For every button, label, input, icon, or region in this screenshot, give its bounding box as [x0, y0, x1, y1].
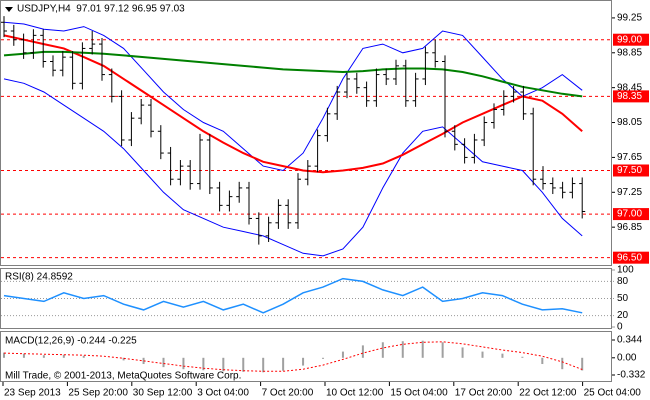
macd-title: MACD(12,26,9) -0.244 -0.225 — [5, 336, 137, 347]
macd-bar — [162, 357, 165, 368]
macd-tick-label: 0.00 — [617, 352, 637, 363]
macd-bar — [341, 351, 344, 358]
macd-bar — [22, 353, 25, 358]
rsi-line — [3, 277, 583, 314]
y-tick-label: 97.65 — [617, 152, 642, 163]
level-label-box — [613, 208, 649, 221]
level-label: 96.50 — [617, 252, 642, 263]
macd-signal — [3, 341, 583, 372]
x-tick-label: 25 Oct 04:00 — [584, 388, 642, 399]
macd-bar — [82, 355, 85, 358]
rsi-tick-label: 80 — [617, 276, 629, 287]
macd-bar — [222, 357, 225, 372]
x-tick-label: 17 Oct 20:00 — [455, 388, 513, 399]
overlay-line — [3, 78, 583, 257]
macd-bar — [182, 357, 185, 370]
y-tick-label: 97.25 — [617, 187, 642, 198]
x-tick-label: 22 Oct 12:00 — [519, 388, 577, 399]
x-tick-label: 30 Sep 12:00 — [133, 388, 193, 399]
x-tick-label: 23 Sep 2013 — [4, 388, 61, 399]
y-tick-label: 96.85 — [617, 222, 642, 233]
y-tick-label: 98.45 — [617, 82, 642, 93]
macd-tick-label: -0.332 — [617, 370, 646, 381]
macd-bar — [262, 357, 265, 373]
macd-bar — [581, 357, 584, 371]
level-label-box — [613, 164, 649, 177]
rsi-tick-label: 0 — [617, 322, 623, 333]
macd-bar — [42, 355, 45, 358]
y-tick-label: 99.25 — [617, 13, 642, 24]
x-tick-label: 25 Sep 20:00 — [68, 388, 128, 399]
macd-bar — [62, 354, 65, 358]
level-label: 97.50 — [617, 165, 642, 176]
macd-bar — [3, 352, 5, 358]
macd-bar — [561, 357, 564, 370]
macd-bar — [122, 357, 125, 361]
level-label: 97.00 — [617, 209, 642, 220]
macd-bar — [282, 357, 285, 371]
macd-frame — [0, 331, 612, 382]
macd-bar — [401, 341, 404, 358]
rsi-tick-label: 20 — [617, 310, 629, 321]
symbol-icon — [5, 7, 13, 12]
macd-bar — [381, 342, 384, 358]
overlay-line — [3, 50, 583, 98]
level-label-box — [613, 33, 649, 46]
rsi-tick-label: 100 — [617, 265, 634, 276]
macd-bar — [142, 357, 145, 365]
macd-bar — [202, 357, 205, 371]
overlay-line — [3, 21, 583, 172]
macd-bar — [481, 351, 484, 358]
x-tick-label: 10 Oct 12:00 — [326, 388, 384, 399]
x-tick-label: 15 Oct 04:00 — [390, 388, 448, 399]
macd-tick-label: 0.344 — [617, 335, 642, 346]
y-tick-label: 98.05 — [617, 117, 642, 128]
rsi-title: RSI(8) 24.8592 — [5, 272, 73, 283]
macd-bar — [302, 357, 305, 366]
x-tick-label: 7 Oct 20:00 — [262, 388, 314, 399]
rsi-frame — [0, 268, 612, 329]
main-frame — [0, 0, 612, 266]
level-label-box — [613, 90, 649, 103]
chart-title: USDJPY,H4 97.01 97.12 96.95 97.03 — [17, 4, 185, 15]
macd-bar — [541, 357, 544, 365]
macd-bar — [441, 342, 444, 358]
x-tick-label: 3 Oct 04:00 — [197, 388, 249, 399]
y-tick-label: 98.85 — [617, 47, 642, 58]
macd-bar — [361, 345, 364, 358]
macd-bar — [322, 357, 325, 359]
rsi-tick-label: 50 — [617, 293, 629, 304]
footer: Mill Trade, © 2001-2013, MetaQuotes Soft… — [5, 371, 241, 382]
macd-bar — [521, 356, 524, 358]
macd-bar — [421, 340, 424, 358]
overlay-line — [3, 34, 583, 174]
level-label: 98.35 — [617, 91, 642, 102]
macd-bar — [242, 357, 245, 372]
level-label: 99.00 — [617, 34, 642, 45]
macd-bar — [461, 347, 464, 358]
macd-bar — [501, 353, 504, 358]
level-label-box — [613, 251, 649, 264]
